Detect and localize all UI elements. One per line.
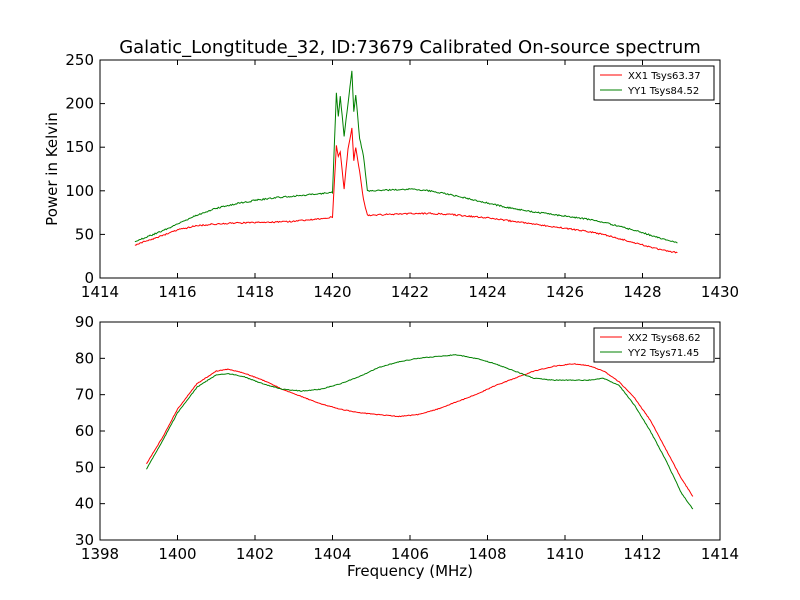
bottom-x-tick-label: 1410: [546, 545, 584, 563]
top-y-tick-label: 250: [65, 51, 94, 69]
top-y-tick-label: 50: [75, 225, 94, 243]
bottom-x-tick-label: 1402: [236, 545, 274, 563]
bottom-y-tick-label: 40: [75, 495, 94, 513]
bottom-legend-label-1: XX2 Tsys68.62: [628, 333, 701, 344]
bottom-x-axis-label: Frequency (MHz): [347, 562, 473, 580]
bottom-x-tick-label: 1414: [701, 545, 739, 563]
top-legend-label-1: XX1 Tsys63.37: [628, 71, 701, 82]
bottom-legend: XX2 Tsys68.62 YY2 Tsys71.45: [593, 327, 715, 363]
bottom-y-tick-label: 50: [75, 458, 94, 476]
bottom-x-tick-label: 1408: [468, 545, 506, 563]
top-x-tick-label: 1426: [546, 283, 584, 301]
top-legend-box: [593, 65, 715, 101]
bottom-x-tick-label: 1400: [158, 545, 196, 563]
bottom-spectrum-plot: 1398 1400 1402 1404 1406 1408 1410 1412 1414 30 40…: [75, 313, 739, 580]
top-x-tick-label: 1414: [81, 283, 119, 301]
top-x-tick-label: 1430: [701, 283, 739, 301]
top-series-line-1: [134, 127, 678, 254]
top-legend-label-2: YY1 Tsys84.52: [627, 86, 699, 97]
bottom-x-tick-label: 1406: [391, 545, 429, 563]
bottom-x-tick-label: 1404: [313, 545, 351, 563]
bottom-legend-box: [593, 327, 715, 363]
bottom-x-tick-label: 1398: [81, 545, 119, 563]
bottom-series-line-2: [146, 354, 694, 510]
top-x-tick-label: 1422: [391, 283, 429, 301]
bottom-legend-label-2: YY2 Tsys71.45: [627, 348, 699, 359]
top-series-line-2: [134, 70, 678, 244]
bottom-y-tick-label: 80: [75, 349, 94, 367]
top-spectrum-plot: 1414 1416 1418 1420 1422 1424 1426 1428 1430 0 50 1…: [43, 51, 739, 301]
bottom-y-tick-label: 90: [75, 313, 94, 331]
bottom-y-tick-label: 30: [75, 531, 94, 549]
top-x-tick-label: 1424: [468, 283, 506, 301]
top-x-tick-label: 1420: [313, 283, 351, 301]
top-legend: XX1 Tsys63.37 YY1 Tsys84.52: [593, 65, 715, 101]
top-x-tick-label: 1418: [236, 283, 274, 301]
top-y-tick-label: 0: [84, 269, 94, 287]
bottom-series-line-1: [146, 363, 694, 497]
top-x-tick-label: 1428: [623, 283, 661, 301]
top-x-tick-label: 1416: [158, 283, 196, 301]
bottom-y-tick-label: 70: [75, 386, 94, 404]
top-y-tick-label: 150: [65, 138, 94, 156]
figure-title: Galatic_Longtitude_32, ID:73679 Calibrat…: [119, 37, 701, 58]
bottom-y-tick-label: 60: [75, 422, 94, 440]
top-y-axis-label: Power in Kelvin: [43, 112, 61, 226]
top-y-tick-label: 200: [65, 95, 94, 113]
bottom-x-tick-label: 1412: [623, 545, 661, 563]
top-y-tick-label: 100: [65, 182, 94, 200]
